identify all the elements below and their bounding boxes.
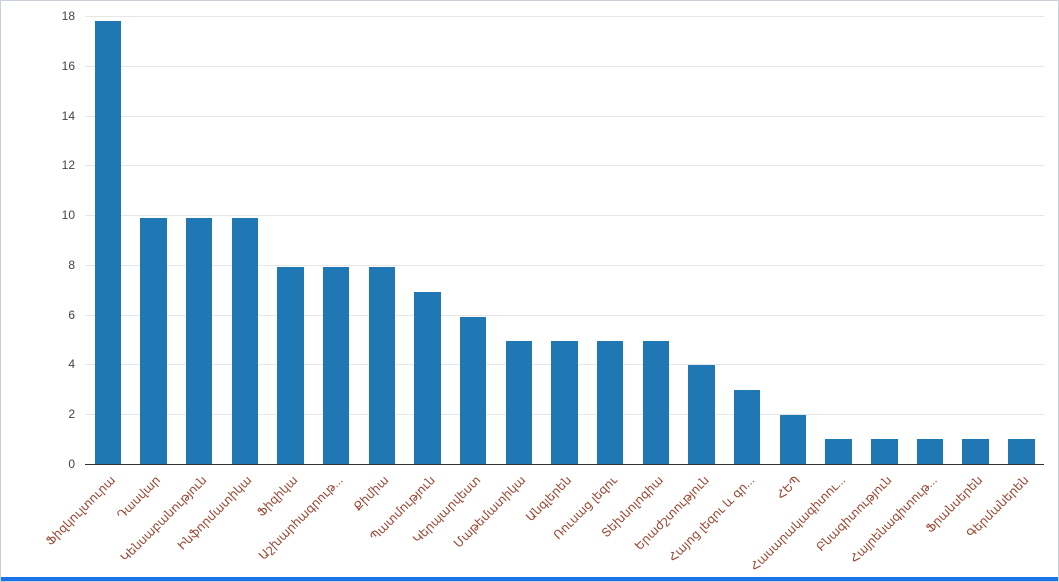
bar[interactable] — [414, 292, 441, 464]
bar[interactable] — [277, 267, 304, 464]
plot-area — [85, 16, 1044, 465]
bar[interactable] — [871, 439, 898, 464]
gridline — [85, 115, 1044, 117]
bar[interactable] — [140, 217, 167, 464]
bar[interactable] — [962, 439, 989, 464]
bar[interactable] — [688, 365, 715, 464]
x-tick-label: Հայոց լեզու և գր... — [665, 473, 758, 565]
bar[interactable] — [94, 20, 122, 464]
bar[interactable] — [825, 439, 852, 464]
bar-column — [85, 16, 131, 464]
bar[interactable] — [551, 340, 578, 464]
bar[interactable] — [734, 390, 761, 464]
x-tick-label: Ֆիզիկա — [254, 473, 301, 520]
bar[interactable] — [185, 217, 213, 464]
bar-column — [587, 16, 633, 464]
bar[interactable] — [1008, 439, 1035, 464]
y-tick-label: 14 — [61, 108, 75, 123]
bar[interactable] — [505, 340, 533, 464]
bar-column — [679, 16, 725, 464]
y-tick-label: 4 — [68, 357, 75, 372]
bar-column — [359, 16, 405, 464]
bar[interactable] — [322, 267, 350, 464]
bar-column — [816, 16, 862, 464]
bar-series — [85, 16, 1044, 464]
bar-column — [313, 16, 359, 464]
bar-column — [131, 16, 177, 464]
bar-column — [770, 16, 816, 464]
gridline — [85, 264, 1044, 266]
bar-column — [496, 16, 542, 464]
y-tick-label: 12 — [61, 158, 75, 173]
bar-column — [450, 16, 496, 464]
y-tick-label: 8 — [68, 257, 75, 272]
gridline — [85, 165, 1044, 167]
bar-column — [724, 16, 770, 464]
bottom-accent-bar — [1, 577, 1058, 581]
bar[interactable] — [916, 439, 944, 464]
x-tick-label: Քիմիա — [351, 473, 392, 514]
bar-column — [861, 16, 907, 464]
bar[interactable] — [459, 317, 487, 464]
x-tick-label: ՀԵՊ — [773, 473, 803, 502]
y-tick-label: 0 — [68, 457, 75, 471]
bar[interactable] — [779, 414, 807, 464]
bar[interactable] — [642, 340, 670, 464]
x-tick-label: Հայրենագիտութ... — [847, 473, 940, 566]
x-axis-line — [85, 464, 1044, 465]
x-tick-label: Աշխարհագրութ... — [256, 473, 347, 563]
y-tick-label: 10 — [61, 208, 75, 223]
y-tick-label: 2 — [68, 407, 75, 422]
bar-column — [542, 16, 588, 464]
x-tick-label: Ֆիզկուլտուրա — [42, 473, 118, 549]
bar[interactable] — [231, 217, 259, 464]
bar-column — [176, 16, 222, 464]
bar-column — [953, 16, 999, 464]
x-axis: Ֆիզկուլտուրա Դասվար Կենսաբանություն Ինֆորմա… — [43, 464, 1044, 581]
y-tick-label: 6 — [68, 307, 75, 322]
gridline — [85, 16, 1044, 17]
gridline — [85, 65, 1044, 67]
y-tick-label: 16 — [61, 58, 75, 73]
bar-column — [222, 16, 268, 464]
y-tick-label: 18 — [61, 9, 75, 23]
bar-column — [998, 16, 1044, 464]
bar-column — [268, 16, 314, 464]
x-tick-label: Կենսաբանություն — [117, 473, 210, 565]
bar[interactable] — [596, 340, 624, 464]
bar-column — [405, 16, 451, 464]
bar[interactable] — [368, 267, 396, 464]
gridline — [85, 314, 1044, 316]
bar-column — [633, 16, 679, 464]
bar-column — [907, 16, 953, 464]
y-axis: 0 2 4 6 8 10 12 14 16 18 — [1, 9, 75, 471]
gridline — [85, 215, 1044, 217]
